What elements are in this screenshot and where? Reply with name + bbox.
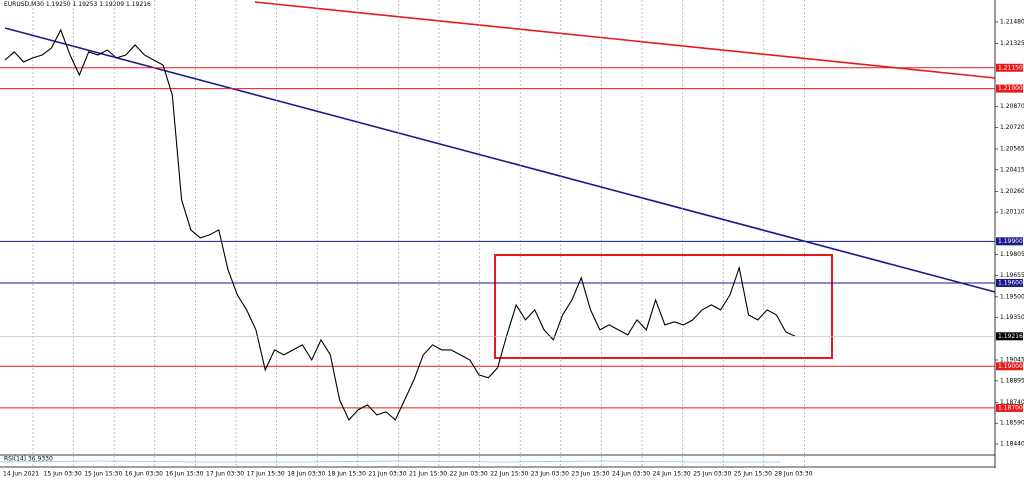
level-label: 1.21150 bbox=[998, 64, 1023, 71]
range-box bbox=[494, 254, 833, 359]
x-tick-label: 17 Jun 15:30 bbox=[247, 471, 285, 478]
x-tick-label: 24 Jun 03:30 bbox=[612, 471, 650, 478]
x-tick-label: 22 Jun 03:30 bbox=[450, 471, 488, 478]
chart-header: EURUSD,M30 1.19250 1.19253 1.19209 1.192… bbox=[4, 1, 151, 8]
x-tick-label: 28 Jun 03:30 bbox=[774, 471, 812, 478]
y-tick-label: 1.21480 bbox=[1000, 18, 1024, 25]
x-tick-label: 21 Jun 03:30 bbox=[368, 471, 406, 478]
x-tick-label: 16 Jun 03:30 bbox=[125, 471, 163, 478]
level-label-box bbox=[996, 278, 1023, 287]
x-tick-label: 22 Jun 15:30 bbox=[490, 471, 528, 478]
x-tick-label: 23 Jun 15:30 bbox=[571, 471, 609, 478]
x-tick-label: 25 Jun 15:30 bbox=[734, 471, 772, 478]
y-tick-label: 1.19045 bbox=[1000, 357, 1024, 364]
y-tick-label: 1.19805 bbox=[1000, 251, 1024, 258]
y-tick-label: 1.18440 bbox=[1000, 441, 1024, 448]
x-tick-label: 21 Jun 15:30 bbox=[409, 471, 447, 478]
symbol: EURUSD,M30 bbox=[4, 1, 44, 8]
level-label: 1.19600 bbox=[998, 279, 1023, 286]
y-tick-label: 1.20565 bbox=[1000, 145, 1024, 152]
current-price-box bbox=[996, 332, 1023, 341]
y-tick-label: 1.20415 bbox=[1000, 166, 1024, 173]
x-tick-label: 23 Jun 03:30 bbox=[531, 471, 569, 478]
y-tick-label: 1.20110 bbox=[1000, 209, 1024, 216]
trend-line bbox=[254, 1, 996, 79]
indicator-label: RSI(14) 36.9330 bbox=[4, 456, 53, 463]
y-tick-label: 1.19350 bbox=[1000, 314, 1024, 321]
current-price-label: 1.19216 bbox=[998, 333, 1023, 340]
price-line bbox=[4, 28, 796, 421]
level-label-box bbox=[996, 362, 1023, 371]
level-label-box bbox=[996, 237, 1023, 246]
y-tick-label: 1.19500 bbox=[1000, 293, 1024, 300]
low: 1.19209 bbox=[99, 1, 124, 8]
y-tick-label: 1.18590 bbox=[1000, 420, 1024, 427]
level-label-box bbox=[996, 84, 1023, 93]
level-label: 1.19900 bbox=[998, 238, 1023, 245]
y-tick-label: 1.20260 bbox=[1000, 188, 1024, 195]
y-tick-label: 1.18895 bbox=[1000, 377, 1024, 384]
trend-line bbox=[4, 27, 996, 293]
x-tick-label: 18 Jun 03:30 bbox=[287, 471, 325, 478]
close: 1.19216 bbox=[126, 1, 151, 8]
x-tick-label: 16 Jun 15:30 bbox=[165, 471, 203, 478]
y-tick-label: 1.21325 bbox=[1000, 40, 1024, 47]
x-tick-label: 17 Jun 03:30 bbox=[206, 471, 244, 478]
x-tick-label: 15 Jun 15:30 bbox=[84, 471, 122, 478]
y-tick-label: 1.18740 bbox=[1000, 399, 1024, 406]
y-tick-label: 1.19655 bbox=[1000, 272, 1024, 279]
y-tick-label: 1.20870 bbox=[1000, 103, 1024, 110]
open: 1.19250 bbox=[46, 1, 71, 8]
y-tick-label: 1.20720 bbox=[1000, 124, 1024, 131]
high: 1.19253 bbox=[73, 1, 98, 8]
x-tick-label: 18 Jun 15:30 bbox=[328, 471, 366, 478]
x-tick-label: 24 Jun 15:30 bbox=[653, 471, 691, 478]
level-label: 1.19000 bbox=[998, 363, 1023, 370]
rsi-line bbox=[0, 460, 780, 463]
x-tick-label: 14 Jun 2021 bbox=[3, 471, 39, 478]
level-label: 1.18700 bbox=[998, 404, 1023, 411]
x-tick-label: 25 Jun 03:30 bbox=[693, 471, 731, 478]
level-label: 1.21000 bbox=[998, 85, 1023, 92]
level-label-box bbox=[996, 63, 1023, 72]
x-tick-label: 15 Jun 03:30 bbox=[44, 471, 82, 478]
level-label-box bbox=[996, 403, 1023, 412]
